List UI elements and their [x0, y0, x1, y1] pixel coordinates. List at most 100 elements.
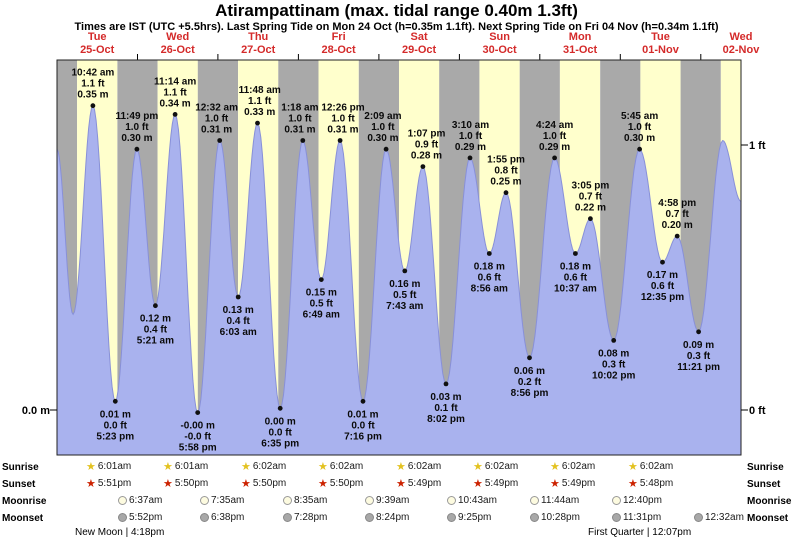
day-label-date: 02-Nov: [723, 44, 761, 56]
tide-low-label: 6:49 am: [303, 310, 340, 321]
moonset-time: 10:28pm: [541, 512, 580, 523]
tide-extreme-dot: [527, 355, 532, 361]
tide-high-label: 0.8 ft: [494, 166, 518, 177]
tide-low-label: 8:02 pm: [427, 414, 465, 425]
tide-high-label: 0.7 ft: [579, 192, 603, 203]
row-label-moonrise-left: Moonrise: [2, 496, 47, 507]
sunset-entry: ★ 5:50pm: [163, 478, 208, 489]
tide-extreme-dot: [637, 146, 642, 152]
day-label-date: 29-Oct: [402, 44, 437, 56]
tide-high-label: 11:49 pm: [115, 111, 158, 122]
tide-low-label: 0.2 ft: [518, 377, 542, 388]
tide-low-label: 0.12 m: [140, 314, 171, 325]
tide-low-label: 0.4 ft: [227, 316, 251, 327]
moonrise-icon: [447, 496, 456, 505]
tide-extreme-dot: [277, 405, 283, 411]
tide-low-label: 10:02 pm: [592, 370, 635, 381]
tide-low-label: 0.03 m: [430, 392, 461, 403]
moonrise-icon: [365, 496, 374, 505]
tide-low-label: 0.13 m: [223, 305, 254, 316]
sunset-time: 5:51pm: [97, 478, 132, 489]
sunrise-time: 6:02am: [561, 461, 596, 472]
tide-curve: [56, 104, 742, 456]
sunset-icon: ★: [163, 477, 173, 490]
row-label-sunrise-right: Sunrise: [747, 462, 784, 473]
sunrise-icon: ★: [86, 460, 96, 473]
moonrise-icon: [612, 496, 621, 505]
day-label-date: 28-Oct: [321, 44, 356, 56]
sunset-time: 5:49pm: [407, 478, 442, 489]
tide-high-label: 12:32 am: [195, 103, 238, 114]
moonset-entry: 8:24pm: [365, 512, 409, 523]
tide-low-label: -0.00 m: [180, 421, 215, 432]
tide-extreme-dot: [360, 398, 366, 404]
tide-high-label: 1.0 ft: [125, 122, 149, 133]
tide-low-label: 0.4 ft: [144, 325, 168, 336]
sunrise-entry: ★ 6:02am: [628, 461, 673, 472]
tide-low-label: 5:23 pm: [96, 431, 134, 442]
sunrise-time: 6:02am: [407, 461, 442, 472]
tide-extreme-dot: [696, 329, 701, 335]
day-label-dow: Thu: [248, 31, 268, 43]
tide-high-label: 10:42 am: [71, 68, 114, 79]
tide-low-label: 0.0 ft: [104, 420, 128, 431]
moonset-time: 6:38pm: [211, 512, 245, 523]
tide-low-label: -0.0 ft: [184, 432, 211, 443]
tide-low-label: 8:56 am: [471, 284, 508, 295]
sunrise-time: 6:02am: [639, 461, 674, 472]
tide-low-label: 0.0 ft: [351, 420, 375, 431]
row-label-sunset-right: Sunset: [747, 479, 781, 490]
chart-layer: 10:42 am1.1 ft0.35 m0.01 m0.0 ft5:23 pm1…: [50, 31, 761, 456]
tide-high-label: 0.31 m: [201, 125, 232, 136]
moon-phase-new-moon: New Moon | 4:18pm: [75, 527, 165, 538]
day-label-dow: Mon: [569, 31, 592, 43]
tide-high-label: 11:14 am: [154, 76, 196, 87]
tide-high-label: 0.29 m: [539, 142, 570, 153]
tide-extreme-dot: [195, 410, 201, 415]
day-label-dow: Tue: [651, 31, 670, 43]
sunset-entry: ★ 5:49pm: [550, 478, 595, 489]
sunset-entry: ★ 5:49pm: [396, 478, 441, 489]
tide-low-label: 0.5 ft: [310, 299, 334, 310]
tide-low-label: 0.6 ft: [564, 273, 588, 284]
tide-high-label: 0.31 m: [284, 125, 315, 136]
tide-low-label: 0.06 m: [514, 366, 545, 377]
tide-low-label: 6:03 am: [220, 327, 257, 338]
tide-high-label: 0.31 m: [327, 125, 358, 136]
sunset-time: 5:50pm: [329, 478, 364, 489]
tide-high-label: 0.9 ft: [415, 140, 439, 151]
moonrise-time: 6:37am: [129, 495, 163, 506]
tide-high-label: 1:18 am: [281, 103, 318, 114]
tide-low-label: 5:21 am: [137, 336, 174, 347]
tide-extreme-dot: [153, 303, 158, 309]
sunset-icon: ★: [318, 477, 328, 490]
moonrise-icon: [200, 496, 209, 505]
moonrise-time: 10:43am: [458, 495, 497, 506]
tide-high-label: 1.0 ft: [288, 114, 312, 125]
sunrise-icon: ★: [628, 460, 638, 473]
sunset-entry: ★ 5:51pm: [86, 478, 131, 489]
tide-extreme-dot: [552, 155, 557, 161]
moonset-time: 9:25pm: [458, 512, 492, 523]
tide-high-label: 11:48 am: [239, 85, 281, 96]
sunset-time: 5:48pm: [639, 478, 674, 489]
sunrise-time: 6:01am: [174, 461, 209, 472]
tide-low-label: 0.6 ft: [478, 273, 502, 284]
tide-low-label: 0.3 ft: [602, 359, 626, 370]
sunset-icon: ★: [86, 477, 96, 490]
sunset-time: 5:50pm: [252, 478, 287, 489]
sunrise-time: 6:02am: [252, 461, 287, 472]
day-label-dow: Sun: [489, 31, 510, 43]
sunset-entry: ★ 5:49pm: [473, 478, 518, 489]
tide-high-label: 1.0 ft: [371, 122, 395, 133]
tide-extreme-dot: [402, 268, 408, 274]
sunset-icon: ★: [473, 477, 483, 490]
sunset-icon: ★: [241, 477, 251, 490]
tide-low-label: 0.0 ft: [269, 427, 293, 438]
moonset-time: 5:52pm: [129, 512, 163, 523]
tide-low-label: 0.16 m: [389, 279, 420, 290]
tide-high-label: 1:07 pm: [408, 129, 446, 140]
tide-low-label: 0.3 ft: [687, 351, 711, 362]
sunrise-time: 6:02am: [484, 461, 519, 472]
page-title: Atirampattinam (max. tidal range 0.40m 1…: [215, 1, 578, 20]
